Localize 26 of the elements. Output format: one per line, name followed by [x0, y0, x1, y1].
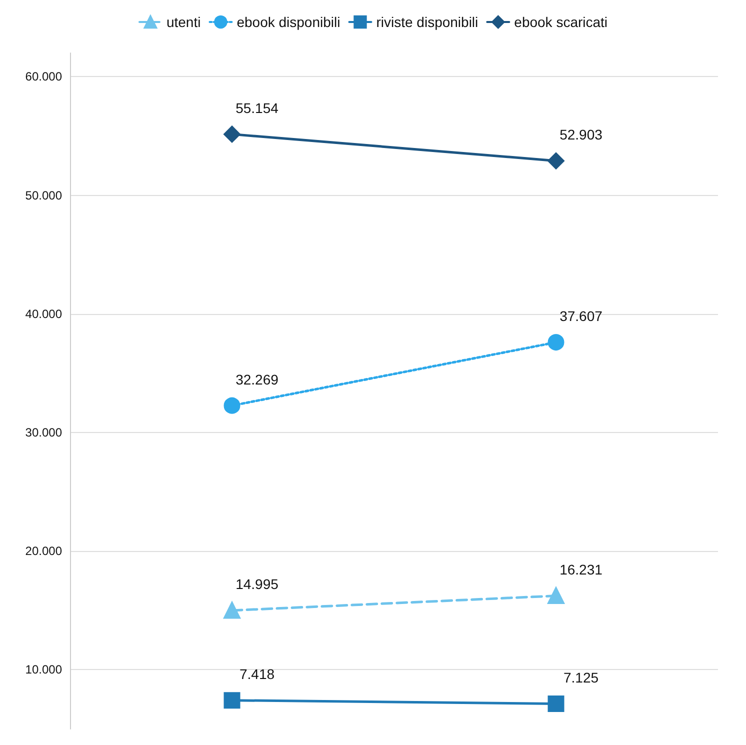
data-label: 7.418 [239, 666, 275, 682]
legend-label: riviste disponibili [376, 14, 478, 30]
y-tick-label: 10.000 [25, 662, 62, 677]
point [548, 588, 564, 604]
legend-label: utenti [166, 14, 201, 30]
data-label: 16.231 [560, 562, 603, 578]
data-label: 52.903 [560, 126, 603, 143]
y-tick-label: 30.000 [25, 426, 62, 440]
y-tick-label: 50.000 [25, 188, 62, 202]
data-label: 32.269 [236, 371, 279, 388]
data-label: 7.125 [563, 670, 599, 686]
point [548, 334, 564, 351]
data-label: 14.995 [236, 576, 279, 592]
data-label: 37.607 [560, 308, 603, 324]
point [224, 126, 240, 142]
legend-label: ebook disponibili [236, 14, 340, 30]
data-label: 55.154 [236, 100, 279, 116]
point [224, 692, 240, 709]
point [548, 152, 564, 170]
point [224, 602, 240, 619]
y-tick-label: 20.000 [25, 544, 62, 558]
legend-label: ebook scaricati [514, 14, 608, 30]
y-tick-label: 40.000 [25, 306, 62, 321]
point [548, 696, 564, 712]
point [224, 397, 240, 414]
y-tick-label: 60.000 [25, 70, 62, 84]
